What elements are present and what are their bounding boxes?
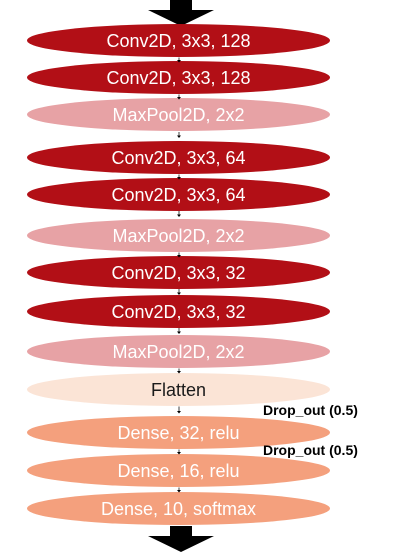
layer-maxpool-1: MaxPool2D, 2x2 [27,98,330,131]
connector-arrow-icon [177,289,181,295]
connector-arrow-icon [177,328,181,334]
layer-label: Flatten [150,379,207,400]
connector-arrow-icon [177,94,181,100]
dropout-label-2: Drop_out (0.5) [263,442,358,458]
layer-maxpool-2: MaxPool2D, 2x2 [27,219,330,252]
layer-label: Conv2D, 3x3, 32 [111,262,246,283]
layer-label: Dense, 16, relu [117,460,240,481]
layer-flatten: Flatten [27,373,330,406]
connector-arrow-icon [177,132,181,138]
layer-label: MaxPool2D, 2x2 [112,341,245,362]
layer-label: Conv2D, 3x3, 128 [106,30,251,51]
connector-arrow-icon [177,174,181,180]
layer-label: Conv2D, 3x3, 128 [106,67,251,88]
layer-dense-16: Dense, 16, relu [27,454,330,487]
layer-label: Dense, 32, relu [117,422,240,443]
layer-conv2d-128-b: Conv2D, 3x3, 128 [27,61,330,94]
layer-dense-10: Dense, 10, softmax [27,492,330,525]
layer-conv2d-32-b: Conv2D, 3x3, 32 [27,295,330,328]
connector-arrow-icon [177,449,181,455]
layer-conv2d-64-a: Conv2D, 3x3, 64 [27,141,330,174]
dropout-label-1: Drop_out (0.5) [263,402,358,418]
layer-maxpool-3: MaxPool2D, 2x2 [27,335,330,368]
layer-conv2d-128-a: Conv2D, 3x3, 128 [27,24,330,57]
connector-arrow-icon [177,487,181,493]
layer-conv2d-64-b: Conv2D, 3x3, 64 [27,178,330,211]
layer-conv2d-32-a: Conv2D, 3x3, 32 [27,256,330,289]
layer-label: Conv2D, 3x3, 64 [111,184,246,205]
connector-arrow-icon [177,252,181,258]
layer-label: Conv2D, 3x3, 32 [111,301,246,322]
layer-label: MaxPool2D, 2x2 [112,225,245,246]
connector-arrow-icon [177,57,181,63]
layer-label: Dense, 10, softmax [100,498,257,519]
output-arrow-icon [148,526,214,552]
connector-arrow-icon [177,368,181,374]
layer-label: MaxPool2D, 2x2 [112,104,245,125]
input-arrow-icon [148,0,214,26]
connector-arrow-icon [177,211,181,217]
layer-label: Conv2D, 3x3, 64 [111,147,246,168]
layer-dense-32: Dense, 32, relu [27,416,330,449]
connector-arrow-icon [177,406,181,414]
